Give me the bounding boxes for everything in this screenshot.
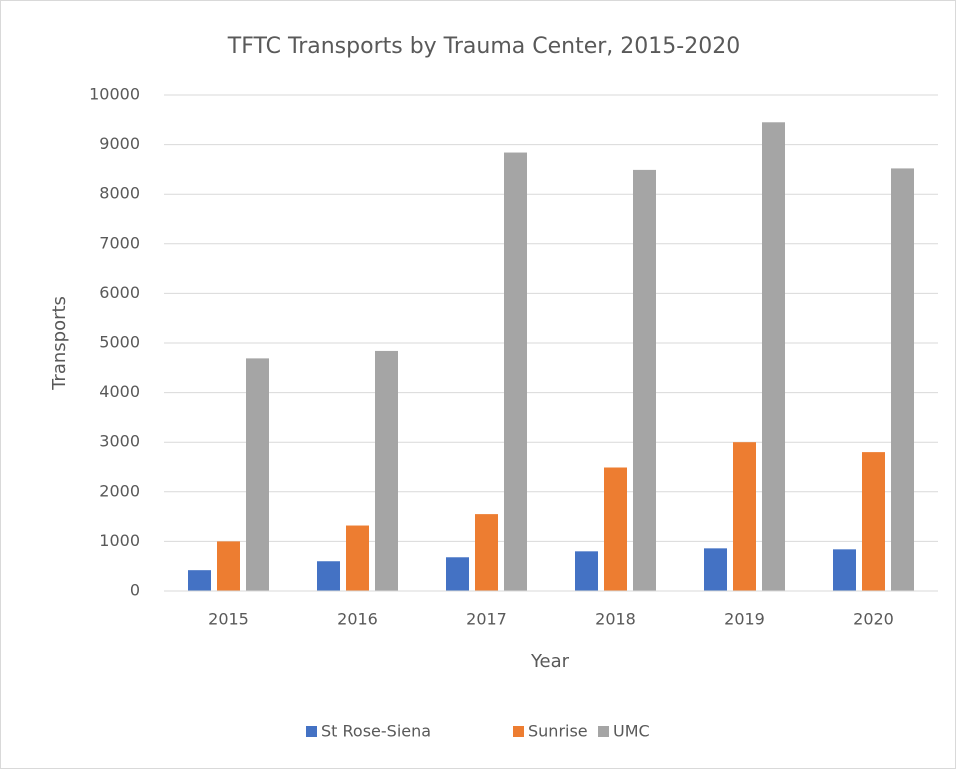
bar bbox=[604, 467, 627, 591]
x-tick-label: 2019 bbox=[724, 610, 765, 629]
y-tick-label: 10000 bbox=[89, 85, 140, 104]
bar bbox=[246, 358, 269, 591]
bar bbox=[217, 541, 240, 591]
bar bbox=[346, 525, 369, 591]
x-axis-title: Year bbox=[530, 651, 570, 672]
x-tick-label: 2015 bbox=[208, 610, 249, 629]
y-tick-label: 7000 bbox=[99, 233, 140, 252]
bar bbox=[733, 442, 756, 591]
legend-swatch bbox=[598, 726, 609, 737]
y-tick-label: 0 bbox=[130, 581, 140, 600]
legend-swatch bbox=[306, 726, 317, 737]
bar bbox=[375, 350, 398, 591]
chart-title: TFTC Transports by Trauma Center, 2015-2… bbox=[227, 34, 740, 59]
legend-label: St Rose-Siena bbox=[321, 722, 431, 741]
x-tick-label: 2016 bbox=[337, 610, 378, 629]
legend-label: Sunrise bbox=[528, 722, 588, 741]
bar bbox=[833, 549, 856, 591]
bar bbox=[504, 152, 527, 591]
y-tick-label: 3000 bbox=[99, 432, 140, 451]
bar bbox=[475, 514, 498, 591]
bar bbox=[704, 548, 727, 591]
x-tick-label: 2018 bbox=[595, 610, 636, 629]
bar bbox=[891, 168, 914, 591]
y-tick-label: 9000 bbox=[99, 134, 140, 153]
x-tick-label: 2017 bbox=[466, 610, 507, 629]
x-tick-label: 2020 bbox=[853, 610, 894, 629]
legend-swatch bbox=[513, 726, 524, 737]
y-tick-label: 2000 bbox=[99, 481, 140, 500]
bar bbox=[317, 561, 340, 591]
y-tick-label: 1000 bbox=[99, 531, 140, 550]
bar bbox=[446, 557, 469, 591]
bar bbox=[188, 570, 211, 591]
y-tick-label: 5000 bbox=[99, 333, 140, 352]
bar bbox=[762, 122, 785, 591]
y-axis-title: Transports bbox=[49, 296, 70, 391]
legend-label: UMC bbox=[613, 722, 650, 741]
y-tick-label: 4000 bbox=[99, 382, 140, 401]
y-tick-label: 6000 bbox=[99, 283, 140, 302]
bar bbox=[575, 551, 598, 591]
bar bbox=[862, 452, 885, 591]
y-tick-label: 8000 bbox=[99, 184, 140, 203]
bar bbox=[633, 169, 656, 591]
